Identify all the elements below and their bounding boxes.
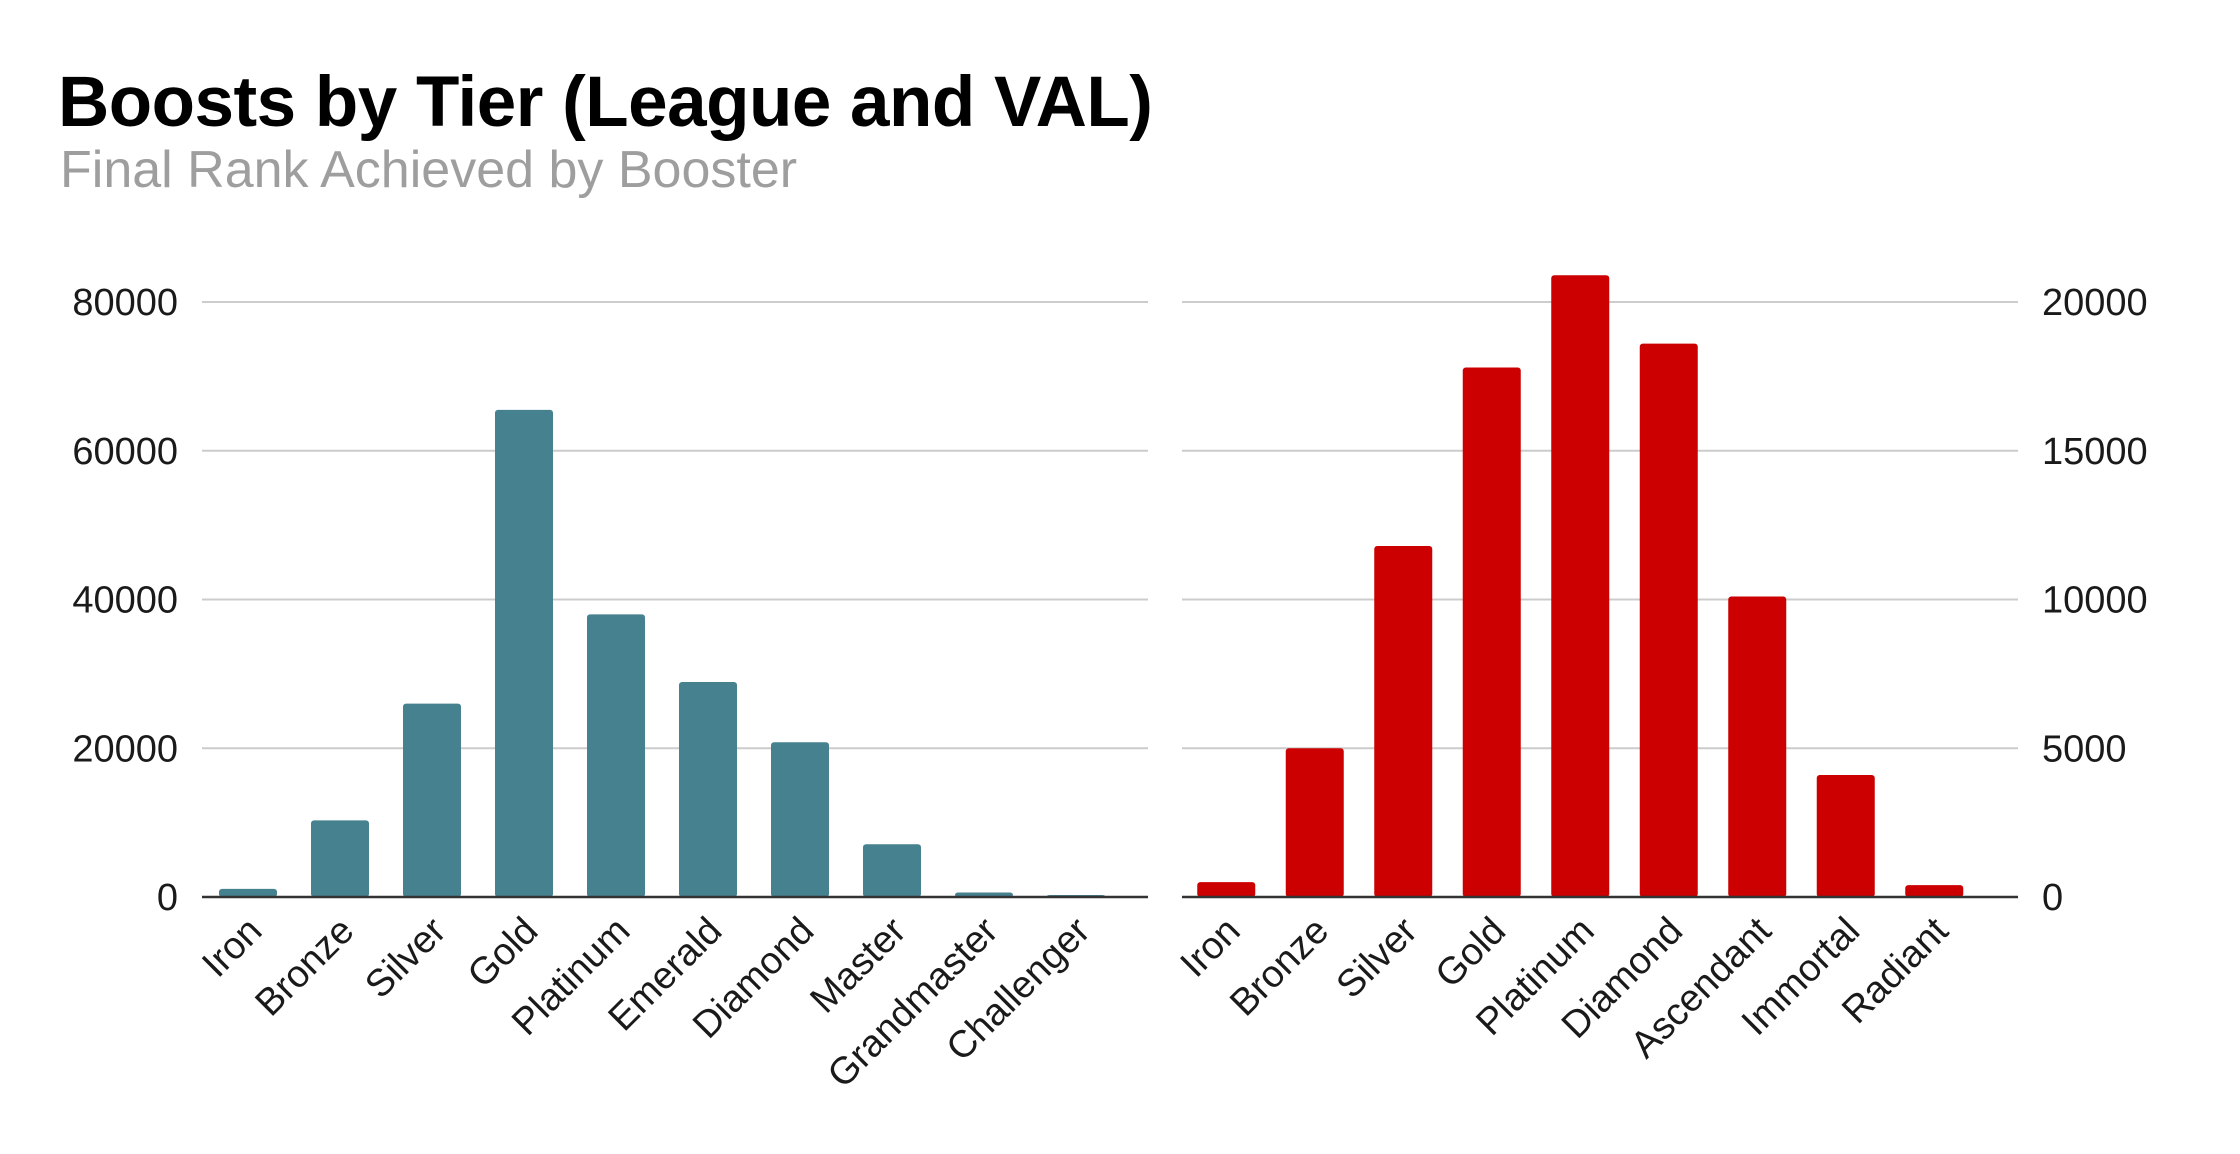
league-category-label: Silver	[357, 909, 454, 1006]
val-bar-radiant	[1905, 885, 1964, 897]
league-bar-platinum	[587, 614, 645, 897]
val-y-tick-label: 10000	[2042, 580, 2148, 622]
league-bar-silver	[403, 703, 461, 897]
league-category-label: Iron	[194, 910, 270, 986]
league-y-tick-label: 0	[157, 877, 178, 919]
league-category-label: Gold	[460, 910, 546, 996]
val-bar-silver	[1374, 545, 1433, 897]
val-y-tick-label: 5000	[2042, 728, 2127, 770]
league-bar-gold	[495, 409, 553, 897]
val-category-label: Bronze	[1222, 910, 1337, 1025]
league-y-tick-label: 60000	[72, 431, 178, 473]
league-y-tick-label: 40000	[72, 580, 178, 622]
chart-subtitle: Final Rank Achieved by Booster	[60, 141, 798, 199]
val-bar-gold	[1462, 367, 1521, 897]
league-bar-iron	[219, 888, 277, 897]
val-category-label: Iron	[1173, 910, 1249, 986]
league-bar-master	[863, 844, 921, 897]
val-bar-iron	[1197, 882, 1256, 897]
val-y-tick-label: 15000	[2042, 431, 2148, 473]
chart-title: Boosts by Tier (League and VAL)	[58, 63, 1153, 142]
val-bar-diamond	[1639, 343, 1698, 897]
val-bar-immortal	[1816, 775, 1875, 897]
val-bar-bronze	[1285, 748, 1344, 897]
val-y-tick-label: 0	[2042, 877, 2063, 919]
league-bar-diamond	[771, 742, 829, 897]
val-y-tick-label: 20000	[2042, 282, 2148, 324]
league-bar-emerald	[679, 682, 737, 897]
league-y-tick-label: 20000	[72, 728, 178, 770]
league-category-label: Bronze	[248, 910, 363, 1025]
val-bar-ascendant	[1728, 596, 1787, 897]
league-bar-bronze	[311, 820, 369, 897]
val-bar-platinum	[1551, 275, 1610, 898]
league-y-tick-label: 80000	[72, 282, 178, 324]
val-category-label: Silver	[1329, 909, 1426, 1006]
